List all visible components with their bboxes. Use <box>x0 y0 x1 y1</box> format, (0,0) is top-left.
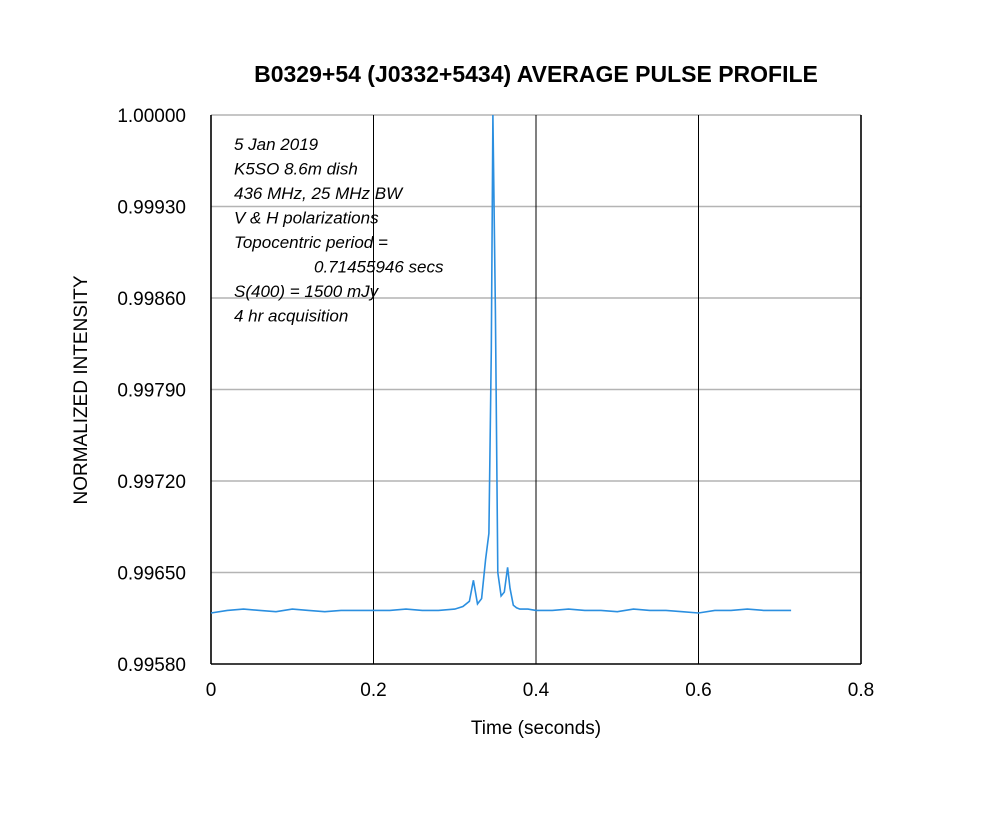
x-tick-label: 0.8 <box>848 680 874 701</box>
y-tick-label: 0.99720 <box>117 472 186 493</box>
y-tick-label: 0.99650 <box>117 564 186 585</box>
x-tick-label: 0.6 <box>685 680 711 701</box>
y-tick-label: 0.99860 <box>117 289 186 310</box>
annotation-line: 0.71455946 secs <box>314 258 444 277</box>
pulse-profile-line <box>210 114 792 614</box>
x-tick-labels: 0 0.2 0.4 0.6 0.8 <box>206 680 875 701</box>
annotation-line: S(400) = 1500 mJy <box>234 282 380 301</box>
axes <box>210 115 862 665</box>
annotation-line: 4 hr acquisition <box>234 307 348 326</box>
annotation-line: 436 MHz, 25 MHz BW <box>234 184 404 203</box>
annotation-block: 5 Jan 2019 K5SO 8.6m dish 436 MHz, 25 MHz … <box>234 135 444 326</box>
chart-title: B0329+54 (J0332+5434) AVERAGE PULSE PROF… <box>254 61 818 87</box>
y-axis-label: NORMALIZED INTENSITY <box>71 275 92 504</box>
x-tick-label: 0 <box>206 680 217 701</box>
y-tick-label: 0.99930 <box>117 198 186 219</box>
annotation-line: Topocentric period = <box>234 233 388 252</box>
grid-lines <box>211 114 861 664</box>
annotation-line: K5SO 8.6m dish <box>234 160 358 179</box>
annotation-line: 5 Jan 2019 <box>234 135 319 154</box>
y-tick-labels: 0.99580 0.99650 0.99720 0.99790 0.99860 0.999… <box>117 106 186 676</box>
x-tick-label: 0.4 <box>523 680 550 701</box>
y-tick-label: 0.99580 <box>117 655 186 676</box>
y-tick-label: 0.99790 <box>117 381 186 402</box>
annotation-line: V & H polarizations <box>234 209 379 228</box>
x-tick-label: 0.2 <box>360 680 386 701</box>
y-tick-label: 1.00000 <box>117 106 186 127</box>
x-axis-label: Time (seconds) <box>471 718 601 739</box>
